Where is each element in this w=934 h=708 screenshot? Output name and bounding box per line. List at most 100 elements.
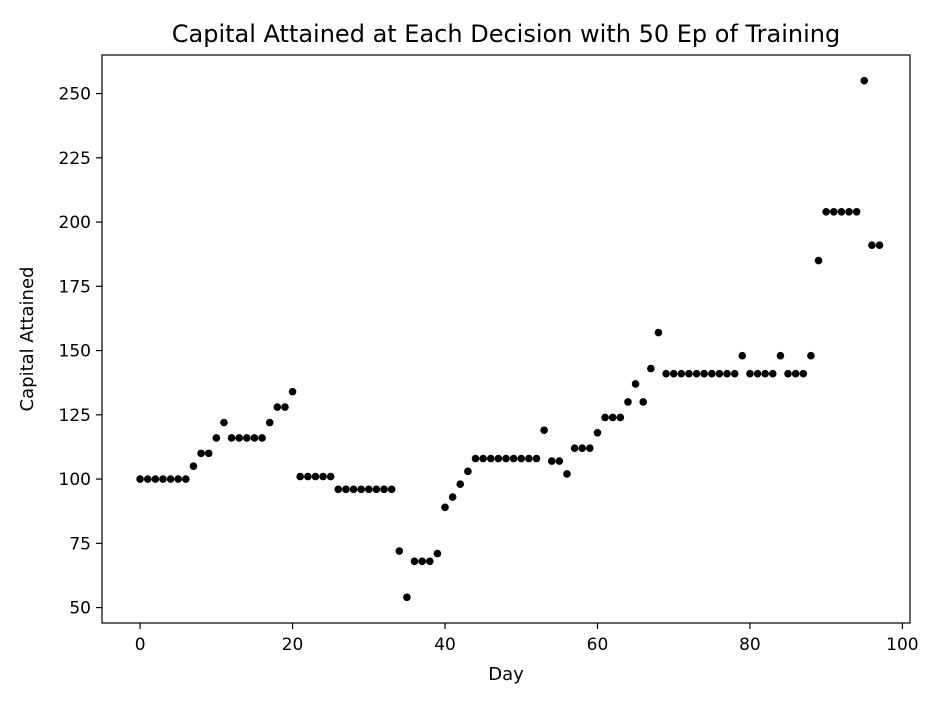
data-point xyxy=(349,485,358,494)
data-point xyxy=(868,241,876,249)
axes-frame xyxy=(101,54,911,624)
data-point xyxy=(288,387,297,396)
chart-title-text: Capital Attained at Each Decision with 5… xyxy=(172,20,840,48)
y-tick-label: 150 xyxy=(59,342,91,362)
y-tick-label: 50 xyxy=(69,599,91,619)
data-point xyxy=(250,434,259,442)
data-point xyxy=(357,485,365,494)
data-point xyxy=(311,472,320,481)
data-point xyxy=(837,207,846,216)
data-point xyxy=(746,369,754,378)
data-point xyxy=(159,475,167,483)
y-tick-label: 100 xyxy=(59,470,91,490)
data-point xyxy=(753,369,762,378)
data-point xyxy=(464,467,472,476)
data-point xyxy=(578,444,587,453)
y-tick-label: 75 xyxy=(69,534,91,554)
data-point xyxy=(425,557,434,566)
x-tick-label: 20 xyxy=(282,635,304,655)
data-point xyxy=(647,364,655,373)
data-point xyxy=(494,454,503,463)
data-point xyxy=(601,413,609,422)
data-point xyxy=(852,207,861,216)
data-point xyxy=(822,207,830,216)
y-axis-label: Capital Attained xyxy=(17,267,38,412)
x-tick-label: 60 xyxy=(587,635,609,655)
data-point xyxy=(608,413,617,422)
data-point xyxy=(456,480,465,489)
data-point xyxy=(189,462,198,471)
data-point xyxy=(715,369,724,378)
data-point xyxy=(403,593,411,602)
data-point xyxy=(235,434,244,442)
data-point xyxy=(380,485,388,494)
data-point xyxy=(525,454,533,463)
data-point xyxy=(669,369,678,378)
data-point xyxy=(273,403,282,411)
data-point xyxy=(547,457,556,465)
data-point xyxy=(326,472,335,481)
data-point xyxy=(258,434,266,442)
data-point xyxy=(281,403,289,411)
data-point xyxy=(829,207,838,216)
data-point xyxy=(418,557,426,566)
data-point xyxy=(182,475,190,483)
data-point xyxy=(486,454,495,463)
data-point xyxy=(685,369,693,378)
data-point xyxy=(768,369,777,378)
data-point xyxy=(723,369,731,378)
data-point xyxy=(387,485,396,494)
data-point xyxy=(220,418,228,427)
data-point xyxy=(586,444,594,453)
data-point xyxy=(654,328,663,337)
data-point xyxy=(639,398,648,406)
x-tick-label: 40 xyxy=(434,635,456,655)
data-point xyxy=(227,434,236,442)
data-point xyxy=(143,475,152,483)
data-point xyxy=(845,207,853,216)
data-point xyxy=(784,369,792,378)
data-point xyxy=(212,434,221,442)
data-point xyxy=(593,429,602,437)
data-point xyxy=(555,457,564,465)
data-point xyxy=(342,485,350,494)
x-tick-label: 100 xyxy=(886,635,918,655)
data-point xyxy=(799,369,808,378)
data-point xyxy=(814,256,823,265)
data-point xyxy=(662,369,670,378)
y-tick-label: 125 xyxy=(59,406,91,426)
x-tick-label: 0 xyxy=(135,635,146,655)
x-axis-label: Day xyxy=(488,664,524,685)
data-point xyxy=(471,454,480,463)
y-tick-label: 175 xyxy=(59,277,91,297)
data-point xyxy=(334,485,343,494)
data-point xyxy=(570,444,579,453)
data-point xyxy=(243,434,251,442)
data-point xyxy=(479,454,487,463)
data-point xyxy=(509,454,518,463)
data-point xyxy=(791,369,800,378)
data-point xyxy=(807,351,815,360)
data-point xyxy=(197,449,205,458)
data-point xyxy=(776,351,785,360)
data-point xyxy=(304,472,312,481)
data-point xyxy=(136,475,144,483)
data-point xyxy=(616,413,625,422)
y-tick-label: 225 xyxy=(59,149,91,169)
data-point xyxy=(517,454,526,463)
data-point xyxy=(677,369,686,378)
data-point xyxy=(532,454,541,463)
data-point xyxy=(860,76,869,85)
data-point xyxy=(700,369,708,378)
data-point xyxy=(738,351,747,360)
data-point xyxy=(204,449,213,458)
data-point xyxy=(624,398,632,406)
data-point xyxy=(761,369,769,378)
data-point xyxy=(708,369,716,378)
plot-area: 0 20 40 60 80 100 50 75 100 125 150 175 200 225 250 xyxy=(59,54,919,655)
data-point xyxy=(265,418,274,427)
y-tick-label: 250 xyxy=(59,85,91,105)
data-point xyxy=(372,485,381,494)
data-point xyxy=(410,557,419,566)
